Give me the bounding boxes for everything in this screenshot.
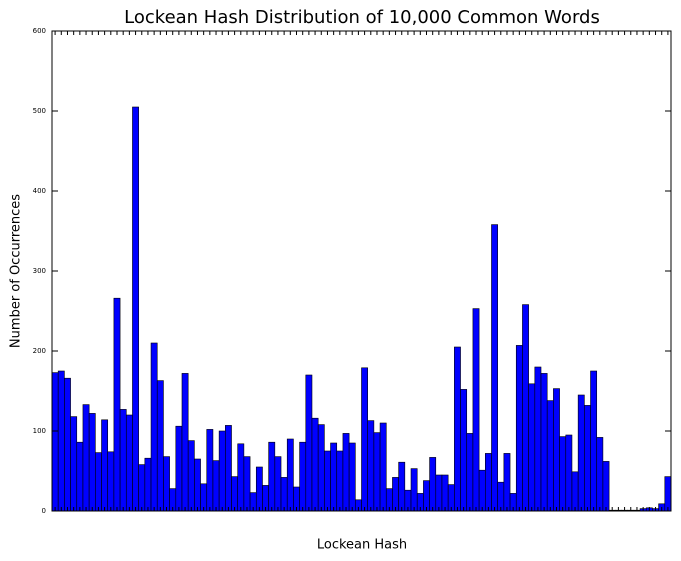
- bar: [194, 458, 201, 512]
- bar: [460, 389, 468, 512]
- x-axis-label: Lockean Hash: [317, 538, 407, 553]
- bar: [255, 466, 263, 512]
- bar: [664, 476, 672, 512]
- y-tick-label: 500: [33, 107, 46, 115]
- y-axis-label: Number of Occurrences: [9, 194, 24, 348]
- bar: [225, 425, 232, 512]
- bar: [392, 477, 399, 512]
- bar: [342, 433, 350, 512]
- bar: [138, 464, 146, 512]
- bar: [324, 450, 331, 512]
- bar: [559, 436, 567, 512]
- bar: [274, 456, 282, 512]
- bar: [206, 429, 214, 512]
- plot-frame: [51, 30, 672, 512]
- bar: [410, 468, 418, 512]
- bar: [522, 304, 529, 512]
- bar: [113, 297, 121, 512]
- bar: [577, 394, 585, 512]
- y-tick-label: 100: [33, 427, 46, 435]
- bar: [70, 416, 78, 512]
- bar: [95, 452, 102, 512]
- bar: [76, 441, 84, 512]
- bar: [423, 480, 430, 512]
- bar: [305, 374, 313, 512]
- bar: [596, 437, 604, 512]
- y-tick-label: 400: [33, 187, 46, 195]
- bar: [466, 433, 474, 512]
- bar: [336, 450, 344, 512]
- bar: [88, 413, 96, 512]
- bar: [472, 308, 480, 512]
- bar: [441, 474, 449, 512]
- bar: [361, 367, 368, 512]
- bar: [317, 424, 325, 512]
- bar: [484, 453, 492, 512]
- bar: [478, 469, 486, 512]
- chart-title: Lockean Hash Distribution of 10,000 Comm…: [124, 7, 600, 28]
- y-tick-label: 200: [33, 347, 46, 355]
- bar: [429, 457, 437, 512]
- bar: [546, 400, 554, 512]
- bar: [101, 419, 109, 512]
- bar: [553, 388, 560, 512]
- bar: [82, 404, 90, 512]
- bar: [175, 425, 183, 512]
- bar: [454, 346, 461, 512]
- bar: [237, 443, 245, 512]
- bar: [212, 460, 220, 512]
- bar: [590, 370, 598, 512]
- bar: [515, 345, 523, 512]
- y-tick-label: 600: [33, 27, 46, 35]
- bar: [330, 442, 338, 512]
- bar: [57, 370, 65, 512]
- bar: [497, 481, 505, 512]
- y-tick-label: 0: [42, 507, 46, 515]
- bar: [367, 420, 375, 512]
- bar: [584, 405, 591, 512]
- bar: [602, 461, 610, 512]
- bar: [379, 422, 387, 512]
- bar: [280, 477, 288, 512]
- bar: [348, 442, 356, 512]
- bar: [51, 372, 59, 512]
- bar: [540, 373, 548, 512]
- bar: [534, 366, 542, 512]
- bar: [491, 224, 498, 512]
- bar: [150, 342, 158, 512]
- bar: [144, 457, 152, 512]
- bar: [163, 456, 170, 512]
- bar: [373, 432, 381, 512]
- bar: [503, 453, 511, 512]
- bar: [107, 451, 115, 512]
- bar: [181, 373, 189, 512]
- bar: [132, 106, 139, 512]
- bar: [200, 483, 208, 512]
- bar: [286, 438, 294, 512]
- bar: [119, 409, 127, 512]
- bar: [231, 476, 238, 512]
- bar: [299, 441, 307, 512]
- bar: [218, 430, 226, 512]
- y-tick-label: 300: [33, 267, 46, 275]
- bar: [398, 461, 406, 512]
- bar: [243, 456, 251, 512]
- bar: [571, 471, 579, 512]
- bar: [187, 440, 195, 512]
- bar: [565, 434, 573, 512]
- bar: [528, 383, 536, 512]
- bar: [435, 474, 443, 512]
- bar: [311, 417, 319, 512]
- bar: [125, 414, 133, 512]
- bar: [268, 441, 276, 512]
- bar: [64, 377, 71, 512]
- bar: [156, 380, 164, 512]
